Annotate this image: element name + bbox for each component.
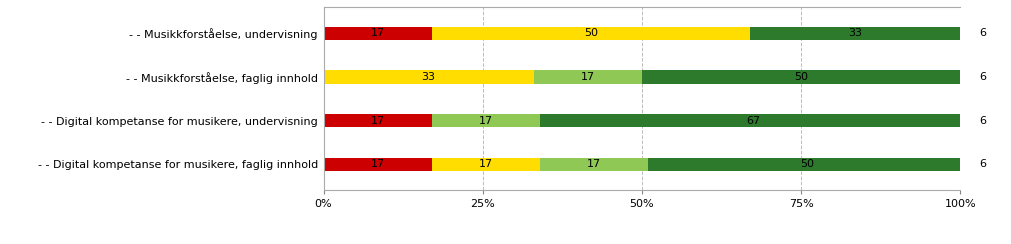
Bar (432, 114, 540, 127)
Bar (324, 71, 534, 83)
Text: 50: 50 (801, 159, 815, 169)
Bar (324, 158, 432, 171)
Bar (642, 71, 960, 83)
Text: 17: 17 (371, 116, 385, 126)
Text: 6: 6 (980, 72, 987, 82)
Text: 6: 6 (980, 116, 987, 126)
Text: 17: 17 (479, 159, 493, 169)
Text: 17: 17 (371, 159, 385, 169)
Text: 50: 50 (584, 29, 599, 39)
Bar (540, 114, 967, 127)
Text: 17: 17 (587, 159, 602, 169)
Bar (540, 158, 648, 171)
Text: 17: 17 (580, 72, 594, 82)
Text: 67: 67 (746, 116, 760, 126)
Bar (432, 27, 750, 40)
Text: 33: 33 (848, 29, 862, 39)
Bar (648, 158, 967, 171)
Text: 6: 6 (980, 159, 987, 169)
Text: 33: 33 (422, 72, 436, 82)
Text: 6: 6 (980, 29, 987, 39)
Bar (432, 158, 540, 171)
Bar (534, 71, 642, 83)
Bar (324, 27, 432, 40)
Text: 17: 17 (371, 29, 385, 39)
Text: 17: 17 (479, 116, 493, 126)
Bar (750, 27, 960, 40)
Bar (324, 114, 432, 127)
Text: 50: 50 (795, 72, 808, 82)
